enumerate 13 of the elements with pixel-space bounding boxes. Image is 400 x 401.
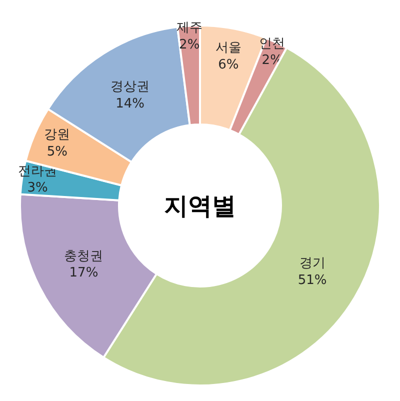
slice-label: 강원 [44,128,70,143]
data-label: 14% [116,96,145,112]
data-label: 3% [27,180,48,196]
text: 지역별 [164,192,236,220]
data-label: 6% [218,58,239,73]
slice-label: 서울 [215,40,242,56]
data-label: 5% [46,144,68,160]
slice-label: 경상권 [110,79,150,94]
data-label: 51% [298,272,327,288]
data-label: 2% [179,37,200,52]
data-label: 17% [69,266,98,281]
slice-label: 경기 [299,256,326,271]
slice-label: 충청권 [64,248,104,264]
